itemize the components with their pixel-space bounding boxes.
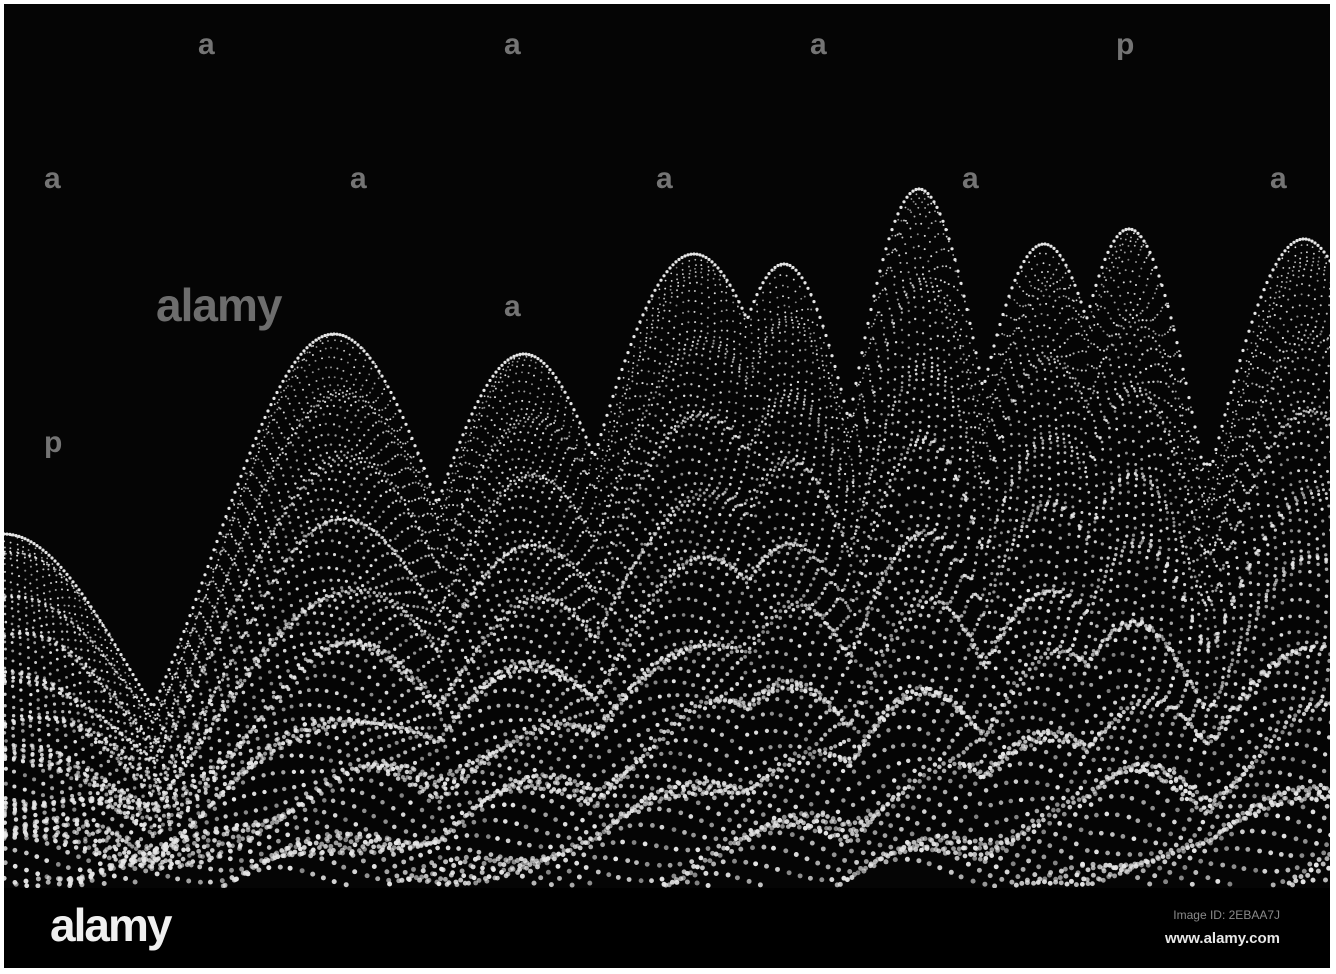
- dot-row: [4, 500, 1326, 793]
- footer-logo: alamy: [50, 899, 172, 951]
- dot-row: [4, 283, 1330, 731]
- dot-row: [4, 686, 1329, 823]
- dot-row: [4, 446, 1329, 784]
- dot-row: [4, 778, 1327, 871]
- dot-row: [4, 678, 1325, 813]
- dot-row: [35, 845, 1330, 888]
- dot-row: [4, 434, 1330, 760]
- dot-row: [4, 213, 1330, 719]
- dot-row: [4, 305, 1330, 745]
- dot-row: [4, 206, 1326, 713]
- dot-row: [4, 245, 1330, 724]
- dot-row: [4, 222, 1330, 721]
- dot-row: [4, 352, 1330, 744]
- dot-row: [4, 266, 1326, 721]
- dot-row: [4, 420, 1327, 761]
- dot-row: [4, 767, 1329, 869]
- dot-row: [4, 513, 1326, 788]
- dot-row: [4, 528, 1329, 777]
- dot-row: [4, 378, 1330, 760]
- dot-row: [4, 429, 1329, 760]
- dotted-terrain-graphic: [4, 187, 1330, 888]
- dot-row: [4, 273, 1330, 717]
- footer-bar: alamy Image ID: 2EBAA7J www.alamy.com: [4, 888, 1330, 968]
- wireframe-landscape-artwork: [4, 4, 1330, 888]
- dot-row: [4, 578, 1328, 810]
- dot-row: [4, 484, 1330, 796]
- dot-row: [4, 468, 1330, 795]
- dot-row: [4, 330, 1330, 749]
- dot-row: [13, 854, 1328, 888]
- footer-info: Image ID: 2EBAA7J www.alamy.com: [1165, 908, 1280, 947]
- dot-row: [4, 256, 1328, 724]
- dot-row: [4, 554, 1329, 811]
- dot-row: [4, 358, 1328, 741]
- stock-photo-frame: a a a p a a a a a alamy a p alamy Image …: [4, 4, 1330, 968]
- dot-row: [4, 317, 1328, 749]
- dot-row: [67, 833, 1330, 888]
- image-id: Image ID: 2EBAA7J: [1173, 908, 1280, 922]
- dot-row: [4, 233, 1330, 722]
- dot-row: [4, 746, 1330, 852]
- ridge-line: [4, 187, 1330, 707]
- dot-row: [4, 530, 1328, 777]
- dot-row: [4, 387, 1328, 765]
- dot-row: [4, 197, 1328, 645]
- dot-row: [4, 277, 1330, 718]
- dot-row: [4, 366, 1327, 745]
- dot-row: [4, 280, 1329, 723]
- site-url: www.alamy.com: [1164, 930, 1280, 947]
- dot-row: [4, 600, 1327, 813]
- dot-row: [4, 295, 1328, 743]
- dot-row: [4, 537, 1328, 798]
- dot-row: [78, 830, 1330, 888]
